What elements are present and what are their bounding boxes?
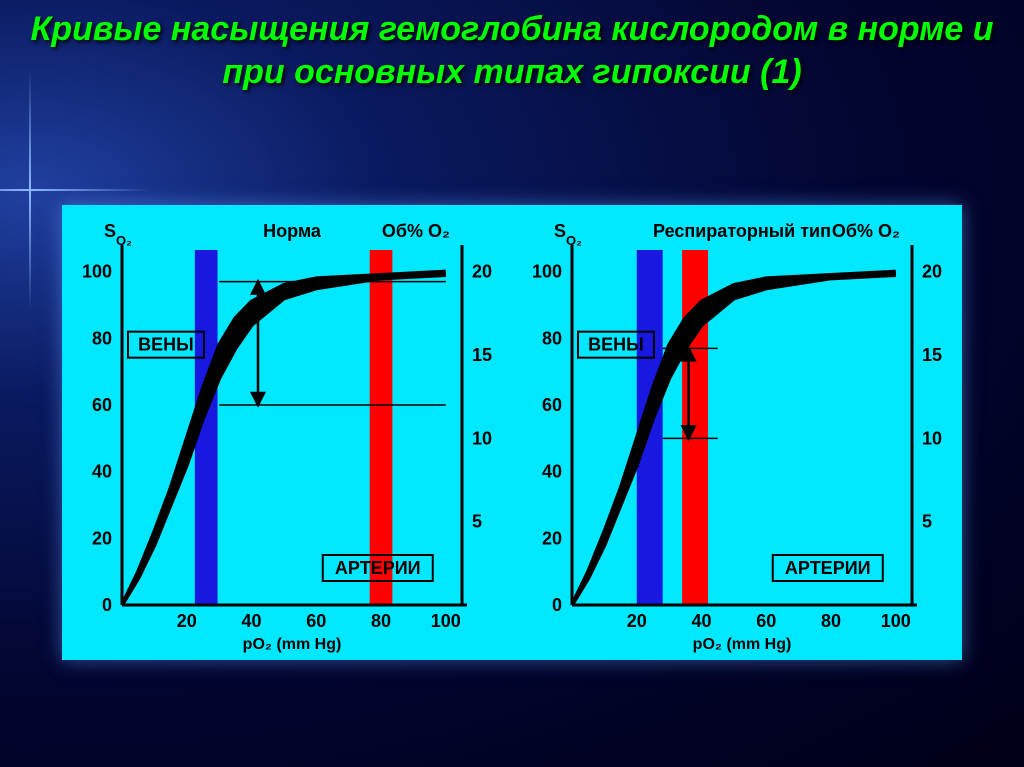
xtick: 20 [177,611,197,631]
arrowhead-down [252,393,264,405]
ytick-right: 20 [472,262,492,282]
y-left-label: SO₂ [554,221,582,248]
ytick-left: 20 [542,528,562,548]
y-right-label: Об% O₂ [832,221,900,241]
ytick-left: 0 [552,595,562,615]
xtick: 40 [242,611,262,631]
xtick: 60 [756,611,776,631]
chart-title: Респираторный тип [653,221,831,241]
chart-normal-svg: 0 20 40 60 80 100 5 10 15 20 20 40 60 80 100 SO₂ Об% O₂ Н… [62,205,512,660]
ytick-left: 40 [92,462,112,482]
y-right-label: Об% O₂ [382,221,450,241]
chart-respiratory-svg: 0 20 40 60 80 100 5 10 15 20 20 40 60 80 100 SO₂ Об% O₂Р… [512,205,962,660]
chart-title: Норма [263,221,322,241]
xtick: 20 [627,611,647,631]
charts-panel: 020406080100510152020406080100SO₂Об% O₂Н… [62,205,962,660]
xtick: 100 [431,611,461,631]
xtick: 80 [821,611,841,631]
slide-title: Кривые насыщения гемоглобина кислородом … [0,8,1024,93]
ytick-left: 40 [542,462,562,482]
ytick-right: 15 [922,345,942,365]
x-axis-label: pO₂ (mm Hg) [243,636,342,653]
x-axis-label: pO₂ (mm Hg) [693,636,792,653]
xtick: 100 [881,611,911,631]
ytick-right: 10 [472,428,492,448]
vein-label: ВЕНЫ [588,335,644,355]
ytick-left: 80 [542,328,562,348]
ytick-left: 60 [542,395,562,415]
chart-normal: 0 20 40 60 80 100 5 10 15 20 20 40 60 80 100 SO₂ Об% O₂ Н… [62,205,512,660]
vein-label: ВЕНЫ [138,335,194,355]
ytick-right: 20 [922,262,942,282]
ytick-right: 5 [472,512,482,532]
xtick: 40 [692,611,712,631]
ytick-right: 15 [472,345,492,365]
ytick-left: 60 [92,395,112,415]
y-left-label: SO₂ [104,221,132,248]
artery-label: АРТЕРИИ [335,558,421,578]
xtick: 60 [306,611,326,631]
ytick-left: 20 [92,528,112,548]
ytick-left: 0 [102,595,112,615]
ytick-left: 100 [82,262,112,282]
ytick-right: 5 [922,512,932,532]
artery-label: АРТЕРИИ [785,558,871,578]
ytick-left: 100 [532,262,562,282]
arrowhead-up [252,282,264,294]
chart-respiratory: 0 20 40 60 80 100 5 10 15 20 20 40 60 80 100 SO₂ Об% O₂Р… [512,205,962,660]
xtick: 80 [371,611,391,631]
artery-bar [370,250,393,605]
ytick-left: 80 [92,328,112,348]
ytick-right: 10 [922,428,942,448]
